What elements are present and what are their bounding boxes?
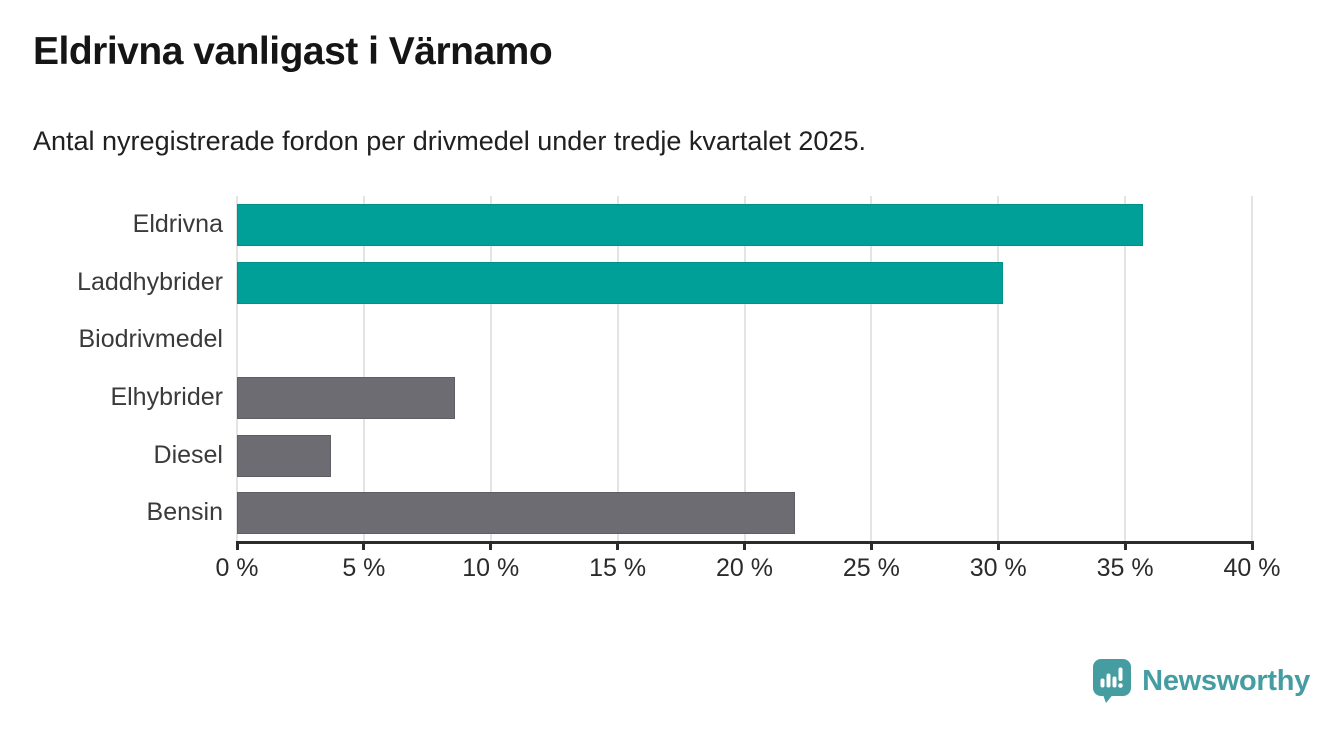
gridline [997, 196, 1000, 542]
x-axis-tick [1123, 542, 1127, 550]
x-axis-tick [869, 542, 873, 550]
x-axis-tick [235, 542, 239, 550]
gridline [362, 196, 365, 542]
x-axis-tick [616, 542, 620, 550]
bar-elhybrider [237, 376, 456, 419]
gridline [616, 196, 619, 542]
newsworthy-logo-text: Newsworthy [1142, 664, 1310, 697]
category-label: Biodrivmedel [78, 325, 223, 354]
newsworthy-logo-icon [1093, 659, 1132, 703]
chart-title: Eldrivna vanligast i Värnamo [33, 30, 553, 73]
x-axis-tick-label: 40 % [1223, 554, 1281, 582]
category-label: Eldrivna [132, 210, 223, 238]
newsworthy-logo: Newsworthy [1092, 658, 1310, 704]
x-axis-tick-label: 0 % [215, 554, 259, 582]
gridline [1124, 196, 1127, 542]
gridline [743, 196, 746, 542]
x-axis-tick-label: 20 % [716, 554, 773, 582]
x-axis-tick-label: 15 % [589, 554, 647, 582]
x-axis-tick-label: 25 % [842, 554, 900, 582]
bar-laddhybrider [237, 261, 1004, 304]
x-axis-tick [996, 542, 1000, 550]
bar-diesel [237, 434, 331, 477]
x-axis-tick [362, 542, 366, 550]
gridline [1251, 196, 1253, 542]
chart-subtitle: Antal nyregistrerade fordon per drivmede… [33, 126, 866, 156]
gridline [870, 196, 873, 542]
x-axis-tick [489, 542, 493, 550]
x-axis-tick-label: 5 % [342, 554, 386, 582]
gridline [236, 196, 238, 542]
x-axis-tick-label: 10 % [462, 554, 520, 582]
gridline [489, 196, 492, 542]
bar-bensin [237, 492, 796, 535]
bar-eldrivna [237, 203, 1143, 246]
category-label: Diesel [153, 440, 223, 469]
category-label: Bensin [146, 498, 223, 527]
category-label: Laddhybrider [77, 267, 223, 296]
category-label: Elhybrider [110, 383, 223, 411]
x-axis-tick-label: 35 % [1096, 554, 1154, 582]
x-axis-tick-label: 30 % [969, 554, 1027, 582]
x-axis-tick [743, 542, 746, 550]
x-axis-tick [1250, 542, 1254, 550]
